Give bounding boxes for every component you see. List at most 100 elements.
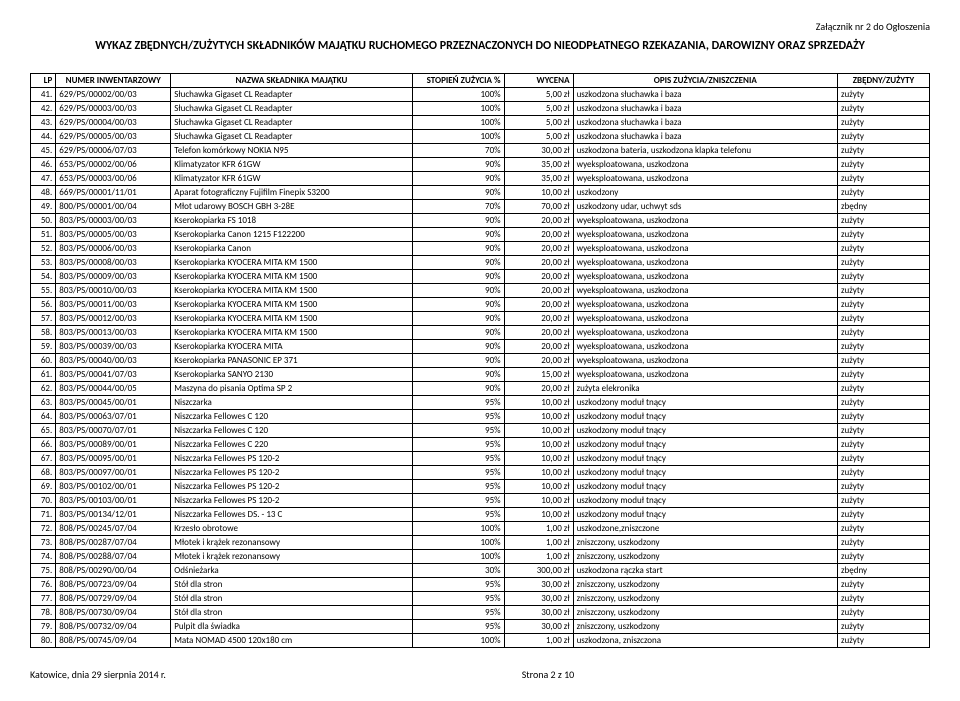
table-cell: uszkodzony moduł tnący	[573, 466, 837, 480]
table-cell: zużyty	[837, 368, 929, 382]
table-cell: 95%	[412, 578, 504, 592]
table-cell: 5,00 zł	[504, 130, 573, 144]
table-cell: wyeksploatowana, uszkodzona	[573, 214, 837, 228]
table-cell: zużyty	[837, 130, 929, 144]
table-cell: zużyty	[837, 186, 929, 200]
table-cell: 45.	[31, 144, 56, 158]
table-cell: 669/PS/00001/11/01	[56, 186, 171, 200]
table-row: 59.803/PS/00039/00/03Kserokopiarka KYOCE…	[31, 340, 930, 354]
table-cell: Kserokopiarka KYOCERA MITA KM 1500	[171, 298, 412, 312]
table-cell: 803/PS/00040/00/03	[56, 354, 171, 368]
table-cell: Niszczarka Fellowes PS 120-2	[171, 494, 412, 508]
table-cell: 100%	[412, 550, 504, 564]
table-cell: wyeksploatowana, uszkodzona	[573, 228, 837, 242]
table-cell: 808/PS/00288/07/04	[56, 550, 171, 564]
table-cell: uszkodzony moduł tnący	[573, 494, 837, 508]
table-cell: 803/PS/00089/00/01	[56, 438, 171, 452]
table-cell: zużyty	[837, 116, 929, 130]
table-cell: 803/PS/00011/00/03	[56, 298, 171, 312]
table-row: 75.808/PS/00290/00/04Odśnieżarka30%300,0…	[31, 564, 930, 578]
table-row: 44.629/PS/00005/00/03Słuchawka Gigaset C…	[31, 130, 930, 144]
table-cell: 808/PS/00245/07/04	[56, 522, 171, 536]
table-cell: 95%	[412, 438, 504, 452]
table-cell: 67.	[31, 452, 56, 466]
table-row: 76.808/PS/00723/09/04Stół dla stron95%30…	[31, 578, 930, 592]
table-cell: 629/PS/00005/00/03	[56, 130, 171, 144]
table-cell: 803/PS/00013/00/03	[56, 326, 171, 340]
table-cell: zużyta elekronika	[573, 382, 837, 396]
table-cell: 43.	[31, 116, 56, 130]
table-cell: 65.	[31, 424, 56, 438]
table-cell: 53.	[31, 256, 56, 270]
table-cell: 100%	[412, 634, 504, 648]
table-cell: zużyty	[837, 326, 929, 340]
table-row: 71.803/PS/00134/12/01Niszczarka Fellowes…	[31, 508, 930, 522]
table-cell: 1,00 zł	[504, 634, 573, 648]
table-cell: 95%	[412, 606, 504, 620]
table-cell: 629/PS/00004/00/03	[56, 116, 171, 130]
table-row: 74.808/PS/00288/07/04Młotek i krążek rez…	[31, 550, 930, 564]
table-row: 73.808/PS/00287/07/04Młotek i krążek rez…	[31, 536, 930, 550]
table-cell: 20,00 zł	[504, 354, 573, 368]
table-cell: Niszczarka Fellowes PS 120-2	[171, 480, 412, 494]
table-cell: Kserokopiarka KYOCERA MITA	[171, 340, 412, 354]
table-cell: Niszczarka Fellowes C 120	[171, 424, 412, 438]
table-cell: 808/PS/00290/00/04	[56, 564, 171, 578]
table-cell: 90%	[412, 298, 504, 312]
table-cell: 100%	[412, 116, 504, 130]
table-cell: wyeksploatowana, uszkodzona	[573, 340, 837, 354]
table-cell: 95%	[412, 480, 504, 494]
table-cell: zużyty	[837, 102, 929, 116]
table-cell: 90%	[412, 228, 504, 242]
table-cell: 20,00 zł	[504, 214, 573, 228]
table-cell: uszkodzony moduł tnący	[573, 508, 837, 522]
table-cell: 803/PS/00009/00/03	[56, 270, 171, 284]
col-header-wear: STOPIEŃ ZUŻYCIA %	[412, 74, 504, 88]
table-cell: zużyty	[837, 592, 929, 606]
table-cell: uszkodzony moduł tnący	[573, 396, 837, 410]
table-cell: uszkodzony moduł tnący	[573, 452, 837, 466]
table-cell: 70%	[412, 200, 504, 214]
table-cell: Młotek i krążek rezonansowy	[171, 550, 412, 564]
table-cell: 803/PS/00041/07/03	[56, 368, 171, 382]
table-cell: 90%	[412, 186, 504, 200]
table-cell: 803/PS/00039/00/03	[56, 340, 171, 354]
table-cell: wyeksploatowana, uszkodzona	[573, 172, 837, 186]
table-cell: wyeksploatowana, uszkodzona	[573, 312, 837, 326]
table-cell: 808/PS/00745/09/04	[56, 634, 171, 648]
table-row: 46.653/PS/00002/00/06Klimatyzator KFR 61…	[31, 158, 930, 172]
table-cell: uszkodzone,zniszczone	[573, 522, 837, 536]
table-cell: 808/PS/00723/09/04	[56, 578, 171, 592]
table-cell: 803/PS/00103/00/01	[56, 494, 171, 508]
table-cell: 803/PS/00005/00/03	[56, 228, 171, 242]
table-cell: wyeksploatowana, uszkodzona	[573, 256, 837, 270]
table-cell: 90%	[412, 158, 504, 172]
table-cell: zużyty	[837, 396, 929, 410]
table-cell: zniszczony, uszkodzony	[573, 550, 837, 564]
table-cell: zniszczony, uszkodzony	[573, 620, 837, 634]
table-cell: 803/PS/00063/07/01	[56, 410, 171, 424]
table-cell: zużyty	[837, 480, 929, 494]
table-row: 62.803/PS/00044/00/05Maszyna do pisania …	[31, 382, 930, 396]
table-cell: 20,00 zł	[504, 326, 573, 340]
table-cell: 653/PS/00003/00/06	[56, 172, 171, 186]
table-cell: 10,00 zł	[504, 186, 573, 200]
table-cell: zużyty	[837, 172, 929, 186]
table-cell: zniszczony, uszkodzony	[573, 578, 837, 592]
table-cell: Kserokopiarka Canon	[171, 242, 412, 256]
table-cell: 95%	[412, 452, 504, 466]
table-cell: 10,00 zł	[504, 466, 573, 480]
table-cell: Maszyna do pisania Optima SP 2	[171, 382, 412, 396]
table-cell: zużyty	[837, 382, 929, 396]
table-row: 54.803/PS/00009/00/03Kserokopiarka KYOCE…	[31, 270, 930, 284]
table-cell: 808/PS/00729/09/04	[56, 592, 171, 606]
table-cell: 803/PS/00045/00/01	[56, 396, 171, 410]
table-cell: 63.	[31, 396, 56, 410]
table-cell: 10,00 zł	[504, 480, 573, 494]
table-cell: 73.	[31, 536, 56, 550]
table-cell: 90%	[412, 340, 504, 354]
table-row: 41.629/PS/00002/00/03Słuchawka Gigaset C…	[31, 88, 930, 102]
table-row: 52.803/PS/00006/00/03Kserokopiarka Canon…	[31, 242, 930, 256]
col-header-lp: LP	[31, 74, 56, 88]
table-cell: Stół dla stron	[171, 606, 412, 620]
